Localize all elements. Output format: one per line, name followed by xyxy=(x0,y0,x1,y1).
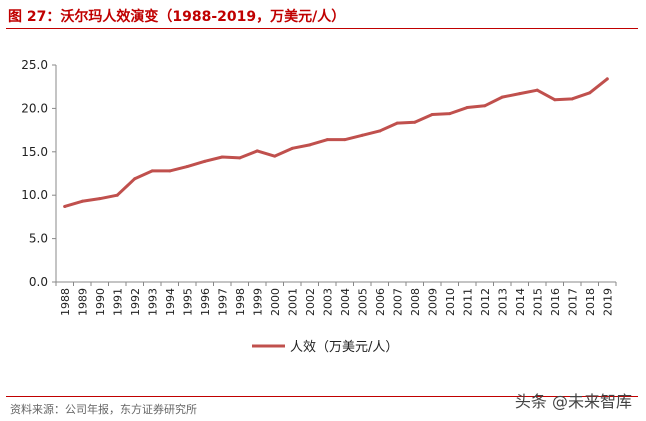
data-point xyxy=(395,121,399,125)
data-point xyxy=(360,133,364,137)
y-tick-label: 5.0 xyxy=(29,232,48,246)
y-tick-label: 15.0 xyxy=(21,145,48,159)
data-point xyxy=(430,112,434,116)
source-note: 资料来源：公司年报，东方证券研究所 xyxy=(10,403,197,416)
data-point xyxy=(500,95,504,99)
title-rule xyxy=(6,28,638,29)
x-tick-label: 1995 xyxy=(181,288,194,316)
y-tick-label: 10.0 xyxy=(21,188,48,202)
x-tick-label: 2008 xyxy=(409,288,422,316)
x-tick-label: 1993 xyxy=(146,288,159,316)
x-tick-label: 2013 xyxy=(496,288,509,316)
data-point xyxy=(255,149,259,153)
x-tick-label: 2012 xyxy=(479,288,492,316)
data-point xyxy=(168,169,172,173)
data-point xyxy=(570,97,574,101)
data-point xyxy=(150,169,154,173)
x-tick-label: 1997 xyxy=(216,288,229,316)
data-point xyxy=(605,77,609,81)
watermark: 头条 @未来智库 xyxy=(514,392,632,411)
data-point xyxy=(238,156,242,160)
data-point xyxy=(273,154,277,158)
x-tick-label: 2010 xyxy=(444,288,457,316)
x-tick-label: 2002 xyxy=(304,288,317,316)
data-point xyxy=(553,98,557,102)
data-point xyxy=(535,88,539,92)
x-tick-label: 1989 xyxy=(76,288,89,316)
data-point xyxy=(80,199,84,203)
series-line xyxy=(63,77,609,208)
y-tick-label: 25.0 xyxy=(21,58,48,72)
figure-title: 图 27：沃尔玛人效演变（1988-2019，万美元/人） xyxy=(8,9,346,25)
footer-rule xyxy=(6,396,638,397)
x-tick-label: 2005 xyxy=(356,288,369,316)
x-tick-label: 2018 xyxy=(584,288,597,316)
x-tick-label: 2003 xyxy=(321,288,334,316)
legend-label: 人效（万美元/人） xyxy=(290,340,398,355)
x-tick-label: 1999 xyxy=(251,288,264,316)
x-tick-label: 2017 xyxy=(566,288,579,316)
legend: 人效（万美元/人） xyxy=(252,340,398,355)
data-point xyxy=(185,165,189,169)
data-point xyxy=(413,120,417,124)
x-tick-label: 1991 xyxy=(111,288,124,316)
x-tick-label: 1994 xyxy=(164,288,177,316)
data-point xyxy=(203,159,207,163)
x-tick-label: 2009 xyxy=(426,288,439,316)
x-tick-label: 2019 xyxy=(601,288,614,316)
data-point xyxy=(465,106,469,110)
data-point xyxy=(115,193,119,197)
data-point xyxy=(588,91,592,95)
data-point xyxy=(308,143,312,147)
data-point xyxy=(133,177,137,181)
data-point xyxy=(98,197,102,201)
data-point xyxy=(518,92,522,96)
chart-axes xyxy=(52,64,617,286)
x-tick-label: 1990 xyxy=(94,288,107,316)
x-tick-label: 1996 xyxy=(199,288,212,316)
x-tick-label: 2006 xyxy=(374,288,387,316)
data-point xyxy=(483,104,487,108)
data-point xyxy=(378,129,382,133)
x-tick-label: 2014 xyxy=(514,288,527,316)
x-tick-label: 2000 xyxy=(269,288,282,316)
data-point xyxy=(343,138,347,142)
x-tick-label: 2011 xyxy=(461,288,474,316)
x-tick-label: 2016 xyxy=(549,288,562,316)
x-tick-label: 2001 xyxy=(286,288,299,316)
x-tick-label: 1998 xyxy=(234,288,247,316)
x-tick-labels: 1988 1989 1990 1991 1992 1993 1994 1995 1996 1997… xyxy=(59,288,615,316)
data-point xyxy=(63,204,67,208)
data-point xyxy=(325,138,329,142)
data-point xyxy=(448,112,452,116)
data-point xyxy=(220,155,224,159)
x-tick-label: 2015 xyxy=(531,288,544,316)
data-point xyxy=(290,146,294,150)
x-tick-label: 1992 xyxy=(129,288,142,316)
y-tick-labels: 0.0 5.0 10.0 15.0 20.0 25.0 xyxy=(21,58,48,289)
x-tick-label: 1988 xyxy=(59,288,72,316)
series-layer xyxy=(63,77,609,208)
y-tick-label: 0.0 xyxy=(29,275,48,289)
y-tick-label: 20.0 xyxy=(21,101,48,115)
x-tick-label: 2004 xyxy=(339,288,352,316)
x-tick-label: 2007 xyxy=(391,288,404,316)
